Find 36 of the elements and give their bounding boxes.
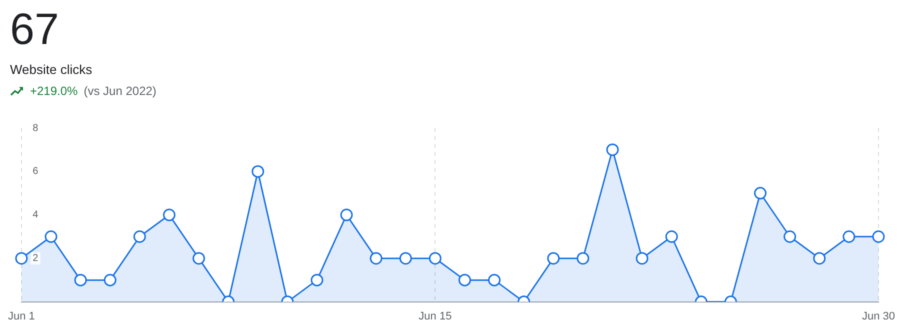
point [310, 274, 324, 286]
y-tick-label: 8 [32, 122, 39, 134]
point [636, 252, 648, 265]
y-tick-label: 2 [32, 253, 39, 264]
point [74, 274, 87, 286]
x-tick-label: Jun 1 [8, 310, 35, 322]
point [576, 252, 590, 265]
chart-subtitle: Website clicks [10, 62, 92, 77]
chart-title: 67 [10, 5, 59, 54]
point [44, 230, 58, 243]
point [606, 143, 619, 156]
point [340, 208, 353, 222]
point [842, 230, 856, 243]
point [428, 252, 442, 265]
point [370, 252, 382, 265]
point [192, 252, 206, 265]
y-tick-label: 4 [32, 210, 39, 221]
point [133, 230, 146, 243]
point [488, 274, 501, 286]
point [872, 230, 885, 243]
point [252, 165, 264, 178]
x-tick-label: Jun 15 [418, 310, 452, 322]
point [665, 230, 678, 243]
x-tick-label: Jun 30 [862, 310, 895, 322]
point [15, 252, 28, 265]
point [162, 208, 176, 222]
point [547, 252, 560, 265]
text: (vs Jun 2022) [84, 84, 156, 98]
point [399, 252, 412, 265]
point [784, 230, 796, 243]
text: +219.0% [30, 84, 78, 98]
point [813, 252, 826, 265]
y-tick-label: 6 [32, 166, 39, 178]
point [754, 186, 767, 200]
point [458, 274, 471, 286]
point [104, 274, 116, 286]
